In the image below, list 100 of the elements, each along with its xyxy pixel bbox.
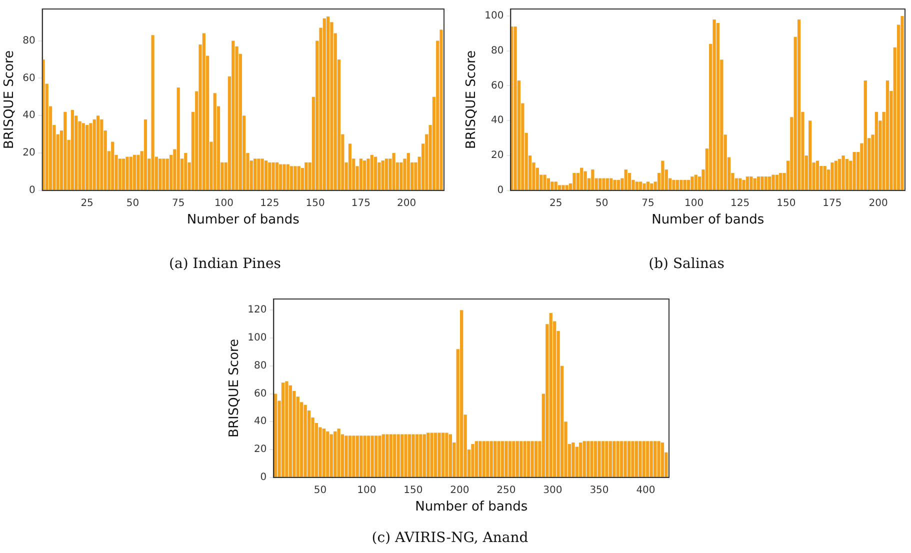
bar	[797, 19, 801, 190]
x-tick-label: 50	[314, 484, 327, 496]
bar	[764, 176, 768, 190]
bar	[460, 310, 464, 477]
bar	[232, 40, 235, 190]
bar	[584, 171, 587, 190]
bar	[554, 182, 558, 190]
bar	[440, 30, 443, 190]
bar	[274, 394, 278, 477]
bar	[286, 164, 290, 190]
bar	[716, 22, 720, 190]
bar	[808, 120, 812, 190]
bar	[624, 169, 628, 190]
bar	[438, 432, 441, 477]
bar	[493, 441, 497, 477]
bar	[546, 178, 550, 190]
text: (c) AVIRIS-NG, Anand	[370, 530, 530, 546]
bar	[750, 176, 753, 190]
bar	[676, 180, 680, 190]
bar	[86, 124, 89, 190]
bar	[612, 441, 616, 477]
bar	[845, 159, 849, 190]
bar	[422, 434, 426, 477]
bar	[738, 178, 742, 190]
x-tick-label: 250	[496, 484, 516, 496]
bar	[575, 446, 578, 477]
bar	[400, 162, 403, 190]
bar	[646, 182, 650, 190]
bar	[772, 174, 775, 190]
bar	[690, 176, 694, 190]
bar	[363, 436, 366, 477]
bar	[660, 442, 664, 477]
y-tick-label: 0	[28, 184, 36, 196]
bar	[382, 434, 386, 477]
bar	[565, 185, 568, 190]
bar	[162, 158, 166, 190]
bar	[530, 441, 534, 477]
x-tick-label: 175	[822, 198, 842, 209]
bar	[326, 431, 330, 477]
bar	[580, 168, 584, 190]
x-tick-label: 125	[260, 198, 280, 209]
bar	[638, 441, 642, 477]
bar	[348, 436, 352, 477]
bar	[92, 119, 96, 190]
bar	[605, 441, 608, 477]
y-tick-label: 40	[22, 110, 36, 122]
bar	[356, 436, 359, 477]
bar	[586, 441, 590, 477]
bar	[482, 441, 486, 477]
bar	[360, 436, 363, 477]
bar	[627, 441, 631, 477]
x-tick-label: 50	[596, 198, 608, 209]
bar	[111, 142, 114, 190]
bar	[753, 178, 756, 190]
x-tick-label: 200	[397, 198, 416, 209]
bar	[558, 185, 562, 190]
bar	[650, 441, 653, 477]
bar	[330, 434, 333, 477]
text: (b) Salinas	[648, 256, 726, 272]
bar	[504, 441, 508, 477]
bar	[838, 159, 842, 190]
bar	[760, 176, 764, 190]
bar	[610, 178, 613, 190]
bar	[579, 442, 582, 477]
bar	[363, 160, 366, 190]
bar	[582, 441, 586, 477]
bar	[70, 110, 74, 190]
bar	[635, 182, 638, 190]
x-tick-label: 75	[172, 198, 185, 209]
bar	[864, 80, 867, 190]
bar	[89, 123, 92, 190]
bar	[562, 185, 565, 190]
bar	[768, 176, 772, 190]
bar	[631, 441, 634, 477]
bar	[900, 16, 904, 190]
bar	[129, 156, 132, 190]
bar	[639, 182, 642, 190]
bar	[816, 160, 820, 190]
x-tick-label: 25	[80, 198, 94, 209]
bar	[742, 180, 746, 190]
bar	[661, 160, 664, 190]
bar	[419, 434, 422, 477]
x-tick-label: 75	[642, 198, 654, 209]
x-tick-label: 100	[357, 484, 376, 496]
x-axis-title: Number of bands	[652, 212, 764, 228]
bar	[842, 156, 845, 190]
bar	[543, 174, 546, 190]
bar	[333, 431, 337, 477]
bar	[526, 441, 530, 477]
x-tick-label: 50	[126, 198, 140, 209]
bar	[366, 436, 370, 477]
bar	[490, 441, 493, 477]
bar	[389, 434, 392, 477]
bar	[326, 16, 330, 190]
bar	[680, 180, 683, 190]
x-tick-label: 125	[730, 198, 750, 209]
bar	[279, 164, 282, 190]
bar	[290, 166, 294, 190]
bar	[184, 153, 188, 190]
bar	[396, 434, 400, 477]
